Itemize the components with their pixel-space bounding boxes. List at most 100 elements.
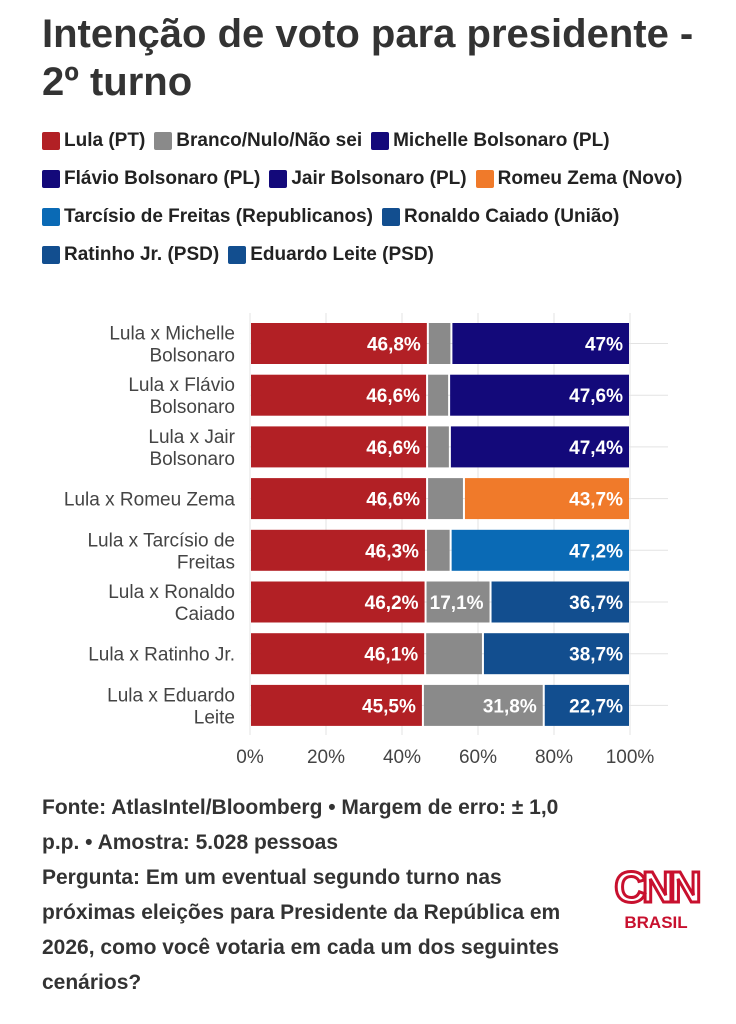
x-tick-label: 60% xyxy=(459,747,497,768)
data-label: 47,6% xyxy=(569,386,623,407)
legend-item: Lula (PT) xyxy=(42,124,145,158)
bar-segment xyxy=(426,633,482,675)
legend-label: Flávio Bolsonaro (PL) xyxy=(64,168,261,189)
category-label: Lula x Jair xyxy=(148,427,235,448)
data-label: 47% xyxy=(585,335,623,356)
legend-item: Flávio Bolsonaro (PL) xyxy=(42,162,260,196)
bar-segment xyxy=(251,426,427,468)
bar-segment xyxy=(483,633,629,675)
legend-label: Romeu Zema (Novo) xyxy=(497,168,683,189)
legend-item: Tarcísio de Freitas (Republicanos) xyxy=(42,200,373,234)
legend-label: Branco/Nulo/Não sei xyxy=(176,130,363,151)
x-tick-label: 80% xyxy=(535,747,573,768)
bar-segment xyxy=(251,633,425,675)
bar-segment xyxy=(464,478,629,520)
bar-segment xyxy=(426,529,450,571)
svg-text:CNN: CNN xyxy=(614,863,699,912)
legend-swatch xyxy=(154,132,173,150)
category-label: Lula x Ronaldo xyxy=(108,582,235,603)
bar-segment xyxy=(251,581,425,623)
bar-segment xyxy=(251,323,427,364)
bar-segment xyxy=(451,529,629,571)
data-label: 46,8% xyxy=(367,335,421,356)
legend-swatch xyxy=(42,246,60,264)
legend-label: Ronaldo Caiado (União) xyxy=(404,206,620,227)
data-label: 38,7% xyxy=(569,645,623,666)
chart-title: Intenção de voto para presidente - 2º tu… xyxy=(42,12,694,104)
category-label: Leite xyxy=(194,707,235,728)
legend-swatch xyxy=(475,170,494,188)
legend-label: Ratinho Jr. (PSD) xyxy=(64,244,220,265)
legend-label: Tarcísio de Freitas (Republicanos) xyxy=(64,206,374,227)
data-label: 46,6% xyxy=(366,386,420,407)
x-tick-label: 100% xyxy=(606,747,655,768)
category-label: Bolsonaro xyxy=(149,449,235,470)
x-tick-label: 0% xyxy=(236,747,264,768)
bar-segment xyxy=(428,323,451,364)
bar-segment xyxy=(491,581,629,623)
question-note: Pergunta: Em um eventual segundo turno n… xyxy=(42,866,561,994)
bar-chart: 0% 20% 40% 60% 80% 100%Lula x MichelleBolsona… xyxy=(64,313,668,768)
data-label: 45,5% xyxy=(362,696,416,717)
bar-segment xyxy=(423,684,543,726)
legend-swatch xyxy=(371,132,390,150)
legend-swatch xyxy=(269,170,288,188)
legend-item: Ratinho Jr. (PSD) xyxy=(42,238,219,272)
legend-item: Ronaldo Caiado (União) xyxy=(382,200,619,234)
data-label: 31,8% xyxy=(483,696,537,717)
data-label: 46,2% xyxy=(365,593,419,614)
legend-label: Eduardo Leite (PSD) xyxy=(250,244,434,265)
legend: Lula (PT) Branco/Nulo/Não sei Michelle Bol… xyxy=(42,124,722,276)
category-label: Freitas xyxy=(177,552,235,573)
data-label: 46,3% xyxy=(365,541,419,562)
legend-swatch xyxy=(42,208,60,226)
bar-segment xyxy=(428,374,449,416)
legend-item: Branco/Nulo/Não sei xyxy=(154,124,362,158)
data-label: 46,1% xyxy=(364,645,418,666)
logo-sub: BRASIL xyxy=(624,913,687,932)
bar-segment xyxy=(251,478,427,520)
legend-swatch xyxy=(382,208,401,226)
legend-label: Lula (PT) xyxy=(64,130,146,151)
legend-item: Eduardo Leite (PSD) xyxy=(228,238,434,272)
category-label: Lula x Romeu Zema xyxy=(64,490,236,511)
category-label: Caiado xyxy=(175,604,235,625)
data-label: 47,4% xyxy=(569,438,623,459)
legend-item: Romeu Zema (Novo) xyxy=(475,162,683,196)
category-label: Bolsonaro xyxy=(149,346,235,367)
data-label: 36,7% xyxy=(569,593,623,614)
source-note: Fonte: AtlasIntel/Bloomberg • Margem de … xyxy=(42,796,559,854)
category-label: Lula x Michelle xyxy=(109,324,235,345)
bar-segment xyxy=(450,374,629,416)
bar-segment xyxy=(452,323,629,364)
legend-swatch xyxy=(42,170,60,188)
legend-label: Jair Bolsonaro (PL) xyxy=(291,168,467,189)
legend-item: Michelle Bolsonaro (PL) xyxy=(371,124,610,158)
bar-segment xyxy=(428,478,463,520)
x-tick-label: 40% xyxy=(383,747,421,768)
data-label: 22,7% xyxy=(569,696,623,717)
bar-segment xyxy=(426,581,490,623)
bar-segment xyxy=(544,684,629,726)
data-label: 46,6% xyxy=(366,438,420,459)
footer: Fonte: AtlasIntel/Bloomberg • Margem de … xyxy=(42,790,582,1000)
data-label: 43,7% xyxy=(569,490,623,511)
bar-segment xyxy=(251,529,425,571)
category-label: Lula x Ratinho Jr. xyxy=(88,645,235,666)
data-label: 47,2% xyxy=(569,541,623,562)
bar-segment xyxy=(450,426,629,468)
bar-segment xyxy=(428,426,449,468)
data-label: 17,1% xyxy=(430,593,484,614)
bar-segment xyxy=(251,374,427,416)
legend-item: Jair Bolsonaro (PL) xyxy=(269,162,467,196)
bar-segment xyxy=(251,684,422,726)
category-label: Lula x Flávio xyxy=(128,375,235,396)
legend-swatch xyxy=(42,132,60,150)
x-tick-label: 20% xyxy=(307,747,345,768)
category-label: Bolsonaro xyxy=(149,397,235,418)
category-label: Lula x Eduardo xyxy=(107,685,235,706)
cnn-brasil-logo: CNN BRASIL xyxy=(613,862,705,933)
legend-swatch xyxy=(228,246,247,264)
category-label: Lula x Tarcísio de xyxy=(87,530,235,551)
legend-label: Michelle Bolsonaro (PL) xyxy=(393,130,610,151)
